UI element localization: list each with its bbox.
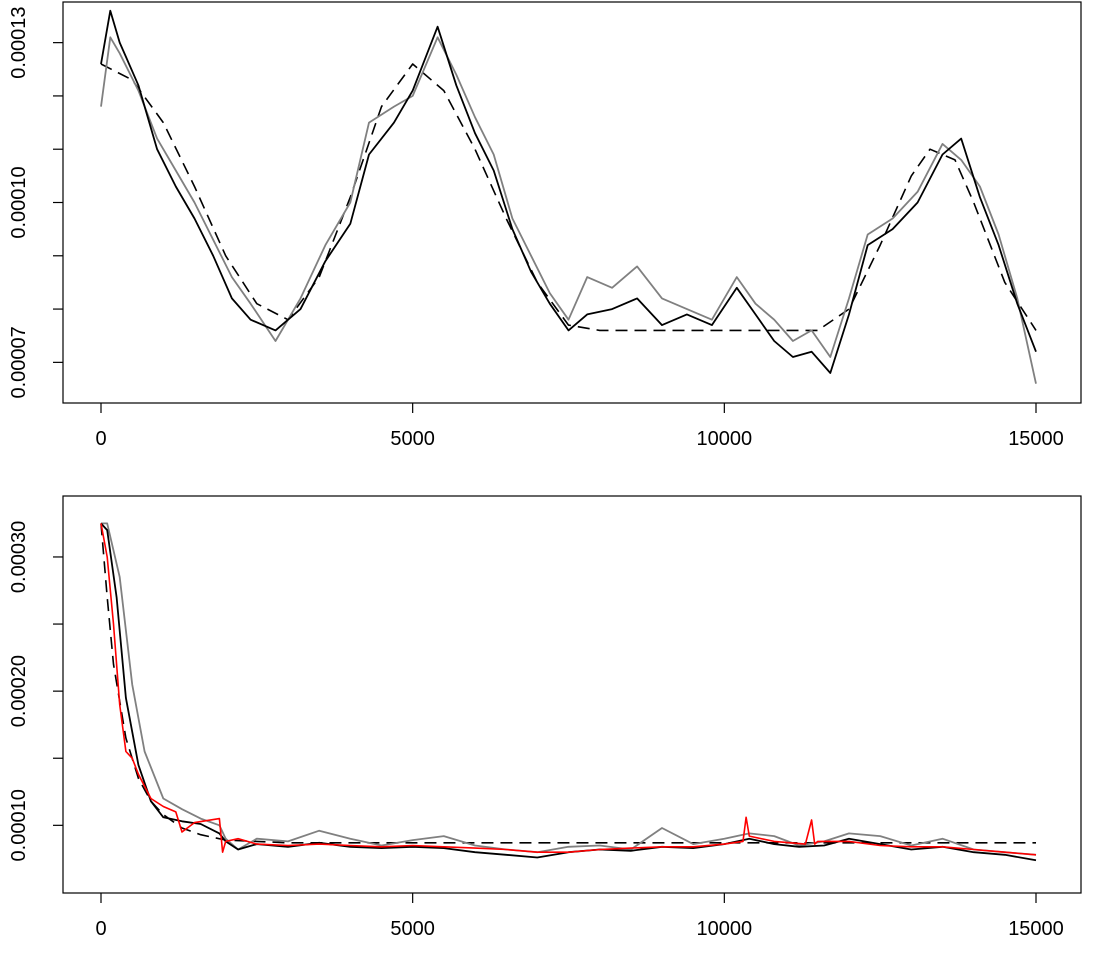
series-line-gray [100,36,1037,384]
series-line-red [100,523,1037,856]
plot-frame [62,1,1082,404]
x-tick-label: 5000 [390,918,435,940]
series-line-black-dashed [100,523,1036,844]
y-tick-label: 0.00007 [8,326,30,398]
y-tick-label: 0.00030 [8,521,30,593]
y-tick-label: 0.00010 [8,789,30,861]
series-line-black [100,9,1037,374]
x-tick-label: 15000 [1008,428,1064,450]
x-tick-label: 0 [95,428,106,450]
series-line-black-dashed [100,63,1037,332]
x-tick-label: 10000 [697,918,753,940]
series-line-gray [101,522,1037,856]
x-tick-label: 5000 [390,428,435,450]
x-tick-label: 15000 [1008,918,1064,940]
y-tick-label: 0.00020 [8,655,30,727]
x-tick-label: 10000 [697,428,753,450]
y-tick-label: 0.00010 [8,166,30,238]
x-tick-label: 0 [95,918,106,940]
plot-frame [62,495,1082,894]
series-line-black [100,522,1037,862]
top-chart-panel: 0 5000 10000 15000 0.00007 0.00010 0.00013 [8,1,1082,450]
y-tick-label: 0.00013 [8,6,30,78]
bottom-chart-panel: 0 5000 10000 15000 0.00010 0.00020 0.00030 [8,495,1082,940]
